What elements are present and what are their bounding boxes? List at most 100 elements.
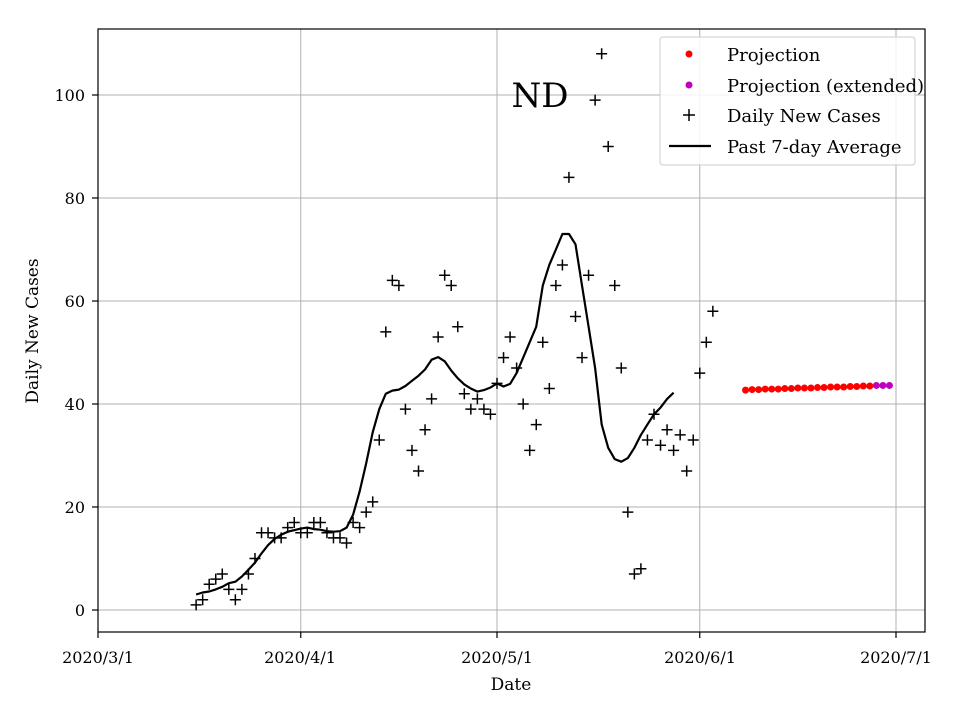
daily-case-point: [360, 506, 372, 518]
daily-case-point: [615, 362, 627, 374]
daily-case-point: [576, 352, 588, 364]
x-tick-label: 2020/3/1: [62, 648, 134, 667]
daily-case-point: [393, 280, 405, 292]
daily-case-point: [687, 434, 699, 446]
y-tick-label: 0: [75, 601, 85, 620]
grid: [97, 29, 925, 632]
daily-case-point: [484, 408, 496, 420]
daily-case-point: [635, 563, 647, 575]
daily-case-point: [661, 424, 673, 436]
x-ticks: 2020/3/1 2020/4/1 2020/5/1 2020/6/1 2020…: [62, 648, 932, 667]
y-tick-label: 40: [65, 395, 85, 414]
daily-case-point: [334, 532, 346, 544]
daily-case-point: [210, 573, 222, 585]
daily-case-point: [700, 336, 712, 348]
x-tick-label: 2020/7/1: [860, 648, 932, 667]
ticks: 2020/3/1 2020/4/1 2020/5/1 2020/6/1 2020…: [54, 86, 931, 667]
plot-area: [190, 48, 893, 611]
projection-point: [774, 385, 782, 393]
y-ticks: 0 20 40 60 80 100: [54, 86, 85, 620]
projection-point: [800, 384, 808, 392]
projection-extended-point: [885, 381, 893, 389]
projection-extended-point: [879, 381, 887, 389]
legend-marker-daily-new-cases: [683, 109, 695, 121]
daily-case-point: [445, 280, 457, 292]
daily-case-point: [609, 280, 621, 292]
daily-case-point: [367, 496, 379, 508]
daily-case-point: [439, 269, 451, 281]
daily-case-point: [465, 403, 477, 415]
legend-label-projection-extended: Projection (extended): [727, 76, 924, 97]
daily-case-point: [190, 599, 202, 611]
daily-case-point: [655, 439, 667, 451]
daily-case-point: [314, 516, 326, 528]
y-tick-label: 80: [65, 189, 85, 208]
projection-point: [794, 384, 802, 392]
projection-point: [742, 386, 750, 394]
daily-case-point: [530, 419, 542, 431]
daily-case-point: [452, 321, 464, 333]
daily-case-point: [569, 310, 581, 322]
daily-case-point: [458, 388, 470, 400]
projection-point: [787, 385, 795, 393]
daily-case-point: [504, 331, 516, 343]
daily-case-point: [426, 393, 438, 405]
projection-point: [846, 382, 854, 390]
legend-box: [659, 36, 916, 166]
daily-case-point: [419, 424, 431, 436]
daily-case-point: [301, 527, 313, 539]
x-tick-label: 2020/5/1: [461, 648, 533, 667]
series-line-past-7-day-average: [195, 232, 675, 596]
projection-point: [781, 385, 789, 393]
y-tick-label: 60: [65, 292, 85, 311]
daily-case-point: [406, 444, 418, 456]
legend: Projection Projection (extended) Daily N…: [659, 36, 924, 166]
daily-case-point: [262, 527, 274, 539]
legend-label-past-7-day-average: Past 7-day Average: [727, 137, 902, 158]
daily-case-point: [498, 352, 510, 364]
daily-case-point: [596, 48, 608, 60]
daily-case-point: [288, 516, 300, 528]
projection-point: [814, 384, 822, 392]
projection-point: [761, 385, 769, 393]
daily-case-point: [707, 305, 719, 317]
daily-case-point: [478, 403, 490, 415]
legend-label-daily-new-cases: Daily New Cases: [727, 106, 881, 127]
daily-case-point: [641, 434, 653, 446]
daily-case-point: [537, 336, 549, 348]
projection-point: [755, 386, 763, 394]
projection-point: [859, 382, 867, 390]
daily-case-point: [216, 568, 228, 580]
projection-point: [840, 383, 848, 391]
daily-case-point: [321, 527, 333, 539]
daily-case-point: [563, 171, 575, 183]
chart-title: ND: [511, 76, 568, 116]
daily-case-point: [556, 259, 568, 271]
daily-case-point: [354, 522, 366, 534]
daily-case-point: [589, 94, 601, 106]
daily-case-point: [681, 465, 693, 477]
daily-case-point: [203, 578, 215, 590]
daily-case-point: [373, 434, 385, 446]
daily-case-point: [432, 331, 444, 343]
projection-point: [768, 385, 776, 393]
projection-extended-point: [872, 381, 880, 389]
daily-case-point: [524, 444, 536, 456]
x-axis-label: Date: [491, 675, 532, 695]
projection-point: [748, 386, 756, 394]
daily-case-point: [674, 429, 686, 441]
daily-case-point: [583, 269, 595, 281]
projection-point: [853, 382, 861, 390]
daily-case-point: [628, 568, 640, 580]
daily-case-point: [223, 583, 235, 595]
y-tick-label: 20: [65, 498, 85, 517]
daily-case-point: [386, 274, 398, 286]
daily-case-point: [229, 594, 241, 606]
projection-point: [820, 384, 828, 392]
legend-marker-projection-extended: [685, 81, 693, 89]
daily-case-point: [399, 403, 411, 415]
y-tick-label: 100: [54, 86, 85, 105]
daily-case-point: [380, 326, 392, 338]
projection-point: [833, 383, 841, 391]
